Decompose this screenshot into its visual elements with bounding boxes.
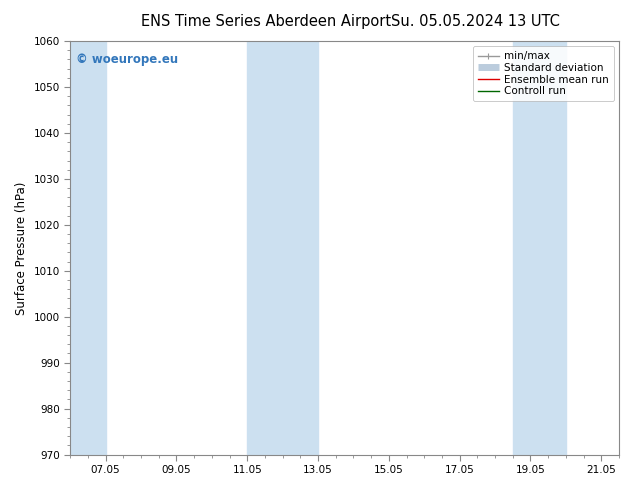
Bar [70, 41, 106, 455]
Text: © woeurope.eu: © woeurope.eu [75, 53, 178, 67]
Legend: min/max, Standard deviation, Ensemble mean run, Controll run: min/max, Standard deviation, Ensemble me… [472, 46, 614, 101]
Y-axis label: Surface Pressure (hPa): Surface Pressure (hPa) [15, 181, 28, 315]
Bar [513, 41, 566, 455]
Bar [247, 41, 318, 455]
Text: Su. 05.05.2024 13 UTC: Su. 05.05.2024 13 UTC [391, 14, 560, 29]
Text: ENS Time Series Aberdeen Airport: ENS Time Series Aberdeen Airport [141, 14, 391, 29]
